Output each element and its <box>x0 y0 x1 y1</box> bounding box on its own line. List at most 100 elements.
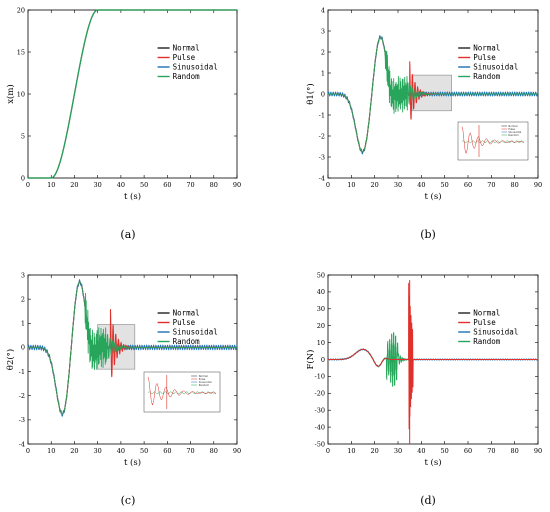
inset-legend-entry: Pulse <box>199 377 206 381</box>
inset-pulse-line <box>147 376 217 406</box>
y-tick-label: 0 <box>321 90 325 98</box>
legend-entry: Normal <box>173 309 200 318</box>
x-axis-label: t (s) <box>124 457 141 468</box>
panel-label: (b) <box>420 228 436 241</box>
legend-entry: Pulse <box>173 318 196 327</box>
x-tick-label: 60 <box>464 447 472 455</box>
legend-entry: Random <box>473 72 501 81</box>
x-tick-label: 80 <box>511 181 519 189</box>
y-tick-label: 2 <box>321 48 325 56</box>
legend-entry: Random <box>473 337 501 346</box>
x-tick-label: 60 <box>464 181 472 189</box>
inset-legend-entry: Random <box>199 383 210 387</box>
legend-entry: Random <box>173 337 201 346</box>
y-tick-label: -30 <box>315 407 325 415</box>
series-normal-line <box>328 348 538 367</box>
x-tick-label: 60 <box>163 181 171 189</box>
inset-legend-entry: Sinusoidal <box>199 380 212 384</box>
panel-label: (c) <box>121 494 136 507</box>
x-tick-label: 80 <box>511 447 519 455</box>
x-tick-label: 20 <box>371 181 379 189</box>
x-tick-label: 10 <box>47 181 55 189</box>
y-tick-label: -20 <box>315 390 325 398</box>
y-axis-label: x(m) <box>5 84 16 104</box>
x-tick-label: 20 <box>70 181 78 189</box>
y-tick-label: 3 <box>321 27 325 35</box>
panel-label: (d) <box>420 494 436 507</box>
inset-legend-entry: Sinusoidal <box>508 130 521 134</box>
x-tick-label: 0 <box>326 181 330 189</box>
y-tick-label: -3 <box>19 416 25 424</box>
y-tick-label: 1 <box>21 320 25 328</box>
inset-legend-entry: Normal <box>508 124 517 128</box>
x-tick-label: 40 <box>417 447 425 455</box>
y-tick-label: 0 <box>21 174 25 182</box>
panel-c: 0 10 20 30 40 50 60 70 80 90 -4 -3 -2 -1 0 1 2 3 t (s) θ2(°… <box>5 271 241 507</box>
x-tick-label: 0 <box>26 447 30 455</box>
panel-d: 0 10 20 30 40 50 60 70 80 90 -50 -40 -30 -20 -10 0 10 20 3… <box>305 271 542 507</box>
series-random-line <box>328 36 538 153</box>
y-tick-label: 2 <box>21 295 25 303</box>
x-tick-label: 90 <box>534 181 542 189</box>
y-tick-label: 0 <box>321 356 325 364</box>
y-tick-label: -2 <box>319 132 325 140</box>
x-tick-label: 30 <box>394 447 402 455</box>
y-tick-label: 15 <box>17 48 25 56</box>
y-tick-label: 20 <box>317 322 325 330</box>
y-tick-label: 50 <box>317 271 325 279</box>
x-tick-label: 90 <box>534 447 542 455</box>
x-tick-label: 70 <box>487 447 495 455</box>
y-tick-label: 5 <box>21 132 25 140</box>
inset-legend-entry: Pulse <box>508 127 515 131</box>
x-tick-label: 10 <box>347 447 355 455</box>
y-tick-label: 30 <box>317 305 325 313</box>
y-tick-label: -4 <box>319 174 325 182</box>
legend-entry: Sinusoidal <box>173 328 218 337</box>
x-axis-label: t (s) <box>424 191 441 202</box>
y-axis-label: F(N) <box>305 350 316 370</box>
x-tick-label: 0 <box>26 181 30 189</box>
x-tick-label: 20 <box>371 447 379 455</box>
x-tick-label: 30 <box>394 181 402 189</box>
series-sinusoidal-line <box>327 348 539 368</box>
legend-entry: Sinusoidal <box>173 63 218 72</box>
x-tick-label: 40 <box>417 181 425 189</box>
x-tick-label: 10 <box>347 181 355 189</box>
inset-legend-entry: Random <box>508 133 519 137</box>
y-tick-label: 3 <box>21 271 25 279</box>
legend-entry: Random <box>173 72 201 81</box>
x-tick-label: 60 <box>163 447 171 455</box>
series-pulse-line <box>328 282 538 430</box>
y-tick-label: -50 <box>315 440 325 448</box>
x-tick-label: 80 <box>210 447 218 455</box>
legend-entry: Sinusoidal <box>473 63 518 72</box>
y-tick-label: 40 <box>317 288 325 296</box>
y-axis-label: θ1(°) <box>305 83 316 104</box>
x-tick-label: 90 <box>233 181 241 189</box>
y-tick-label: -3 <box>319 153 325 161</box>
inset-legend-entry: Normal <box>199 374 208 378</box>
series-random-line <box>28 281 237 415</box>
y-tick-label: 10 <box>317 339 325 347</box>
x-axis-label: t (s) <box>424 457 441 468</box>
x-tick-label: 70 <box>186 181 194 189</box>
x-tick-label: 30 <box>94 181 102 189</box>
plot-frame <box>27 9 238 179</box>
x-tick-label: 90 <box>233 447 241 455</box>
y-tick-label: 10 <box>17 90 25 98</box>
x-axis-label: t (s) <box>124 191 141 202</box>
x-tick-label: 20 <box>70 447 78 455</box>
x-tick-label: 50 <box>140 181 148 189</box>
legend-entry: Pulse <box>473 53 496 62</box>
plot-frame <box>27 274 238 445</box>
series-random-line <box>28 9 237 179</box>
legend-entry: Pulse <box>473 318 496 327</box>
x-tick-label: 40 <box>117 181 125 189</box>
y-tick-label: 0 <box>21 344 25 352</box>
x-tick-label: 70 <box>487 181 495 189</box>
x-tick-label: 80 <box>210 181 218 189</box>
series-normal-line <box>28 9 237 179</box>
y-tick-label: 20 <box>17 6 25 14</box>
y-tick-label: -40 <box>315 423 325 431</box>
